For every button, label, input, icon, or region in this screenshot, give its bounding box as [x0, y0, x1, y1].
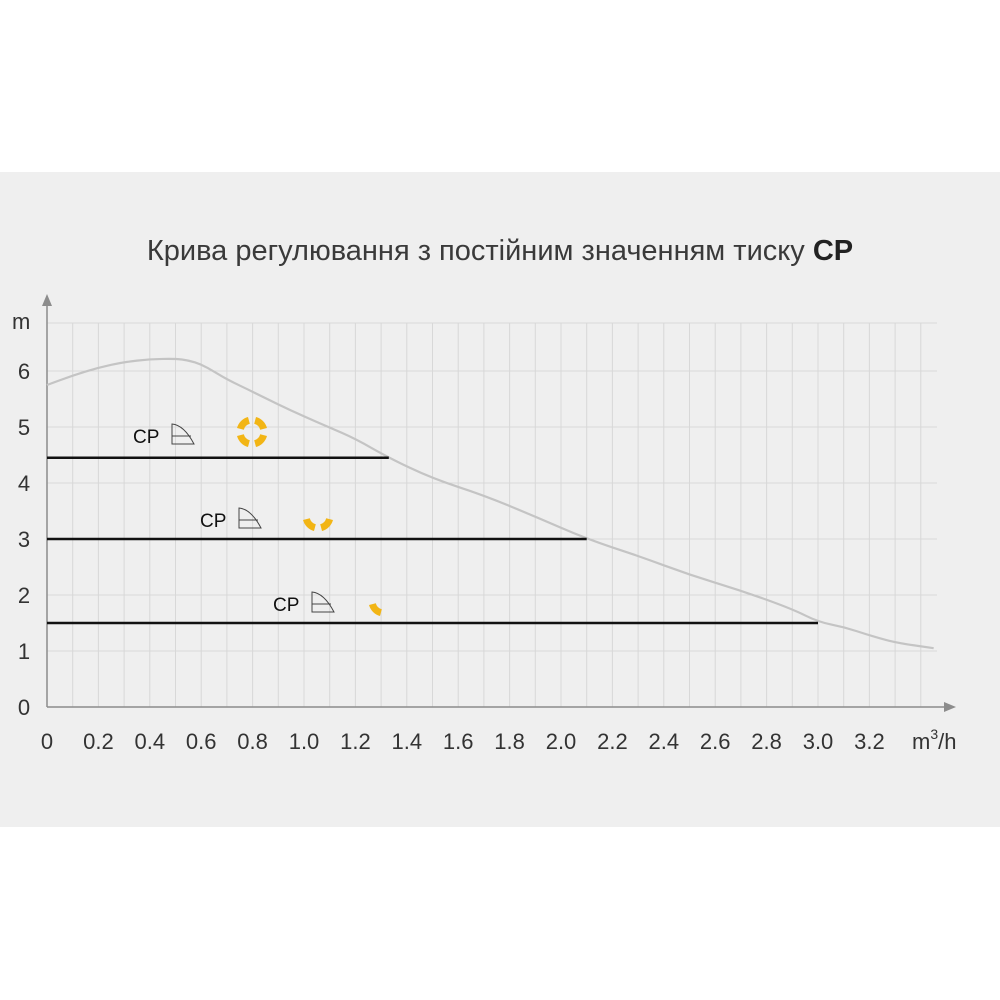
x-tick-label: 0.4 [135, 729, 166, 754]
x-tick-label: 0.6 [186, 729, 217, 754]
cp-mode-indicator-icon [303, 517, 333, 531]
x-tick-label: 2.6 [700, 729, 731, 754]
x-tick-label: 0.8 [237, 729, 268, 754]
x-tick-label: 3.2 [854, 729, 885, 754]
cp-level-label: CP [133, 427, 159, 448]
x-axis-label: m3/h [912, 726, 956, 754]
x-tick-label: 1.2 [340, 729, 371, 754]
pump-curve-line [46, 357, 934, 650]
chart-svg: CP CP CP 0 0.2 0.4 0.6 0.8 1.0 1.2 1.4 1.6 1.8 2.0 2.… [12, 235, 956, 754]
x-axis-label-suffix: /h [938, 729, 956, 754]
cp-curve-pictogram-icon [238, 507, 262, 529]
grid [47, 322, 937, 707]
x-tick-label: 0 [41, 729, 53, 754]
x-tick-label: 1.8 [494, 729, 525, 754]
ticks: 0 0.2 0.4 0.6 0.8 1.0 1.2 1.4 1.6 1.8 2.0 2.2 2.4 2.6… [18, 359, 885, 754]
cp-mode-indicator-icon [369, 602, 383, 616]
axes [42, 294, 956, 712]
x-tick-label: 3.0 [803, 729, 834, 754]
cp-level-label: CP [200, 511, 226, 532]
y-axis-arrow [42, 294, 52, 306]
y-axis-label: m [12, 309, 30, 334]
cp-pictogram-shape [171, 423, 195, 445]
cp-curve-pictogram-icon [171, 423, 195, 445]
cp-mode-indicator-icon [237, 417, 267, 447]
levels: CP CP CP [47, 417, 818, 625]
cp-mode-segment [237, 417, 251, 431]
x-axis-arrow [944, 702, 956, 712]
cp-mode-segment [319, 517, 333, 531]
chart-title-bold: CP [813, 235, 853, 267]
y-tick-label: 5 [18, 415, 30, 440]
y-tick-label: 1 [18, 639, 30, 664]
x-tick-label: 2.4 [649, 729, 680, 754]
x-tick-label: 2.0 [546, 729, 577, 754]
cp-pictogram-shape [238, 507, 262, 529]
x-tick-label: 2.2 [597, 729, 628, 754]
y-tick-label: 2 [18, 583, 30, 608]
x-tick-label: 1.6 [443, 729, 474, 754]
y-tick-label: 4 [18, 471, 30, 496]
chart-panel: CP CP CP 0 0.2 0.4 0.6 0.8 1.0 1.2 1.4 1.6 1.8 2.0 2.… [0, 172, 1000, 827]
cp-mode-segment [253, 417, 267, 431]
y-tick-label: 0 [18, 695, 30, 720]
x-tick-label: 1.4 [392, 729, 423, 754]
cp-pictogram-shape [311, 591, 335, 613]
x-tick-label: 0.2 [83, 729, 114, 754]
cp-curve-pictogram-icon [311, 591, 335, 613]
chart-title: Крива регулювання з постійним значенням … [147, 235, 853, 267]
x-tick-label: 1.0 [289, 729, 320, 754]
x-axis-label-sup: 3 [930, 726, 938, 742]
y-tick-label: 6 [18, 359, 30, 384]
y-tick-label: 3 [18, 527, 30, 552]
cp-mode-segment [369, 602, 383, 616]
cp-mode-segment [253, 433, 267, 447]
cp-mode-segment [303, 517, 317, 531]
x-tick-label: 2.8 [751, 729, 782, 754]
cp-level-label: CP [273, 595, 299, 616]
cp-mode-segment [237, 433, 251, 447]
curves [46, 357, 934, 650]
